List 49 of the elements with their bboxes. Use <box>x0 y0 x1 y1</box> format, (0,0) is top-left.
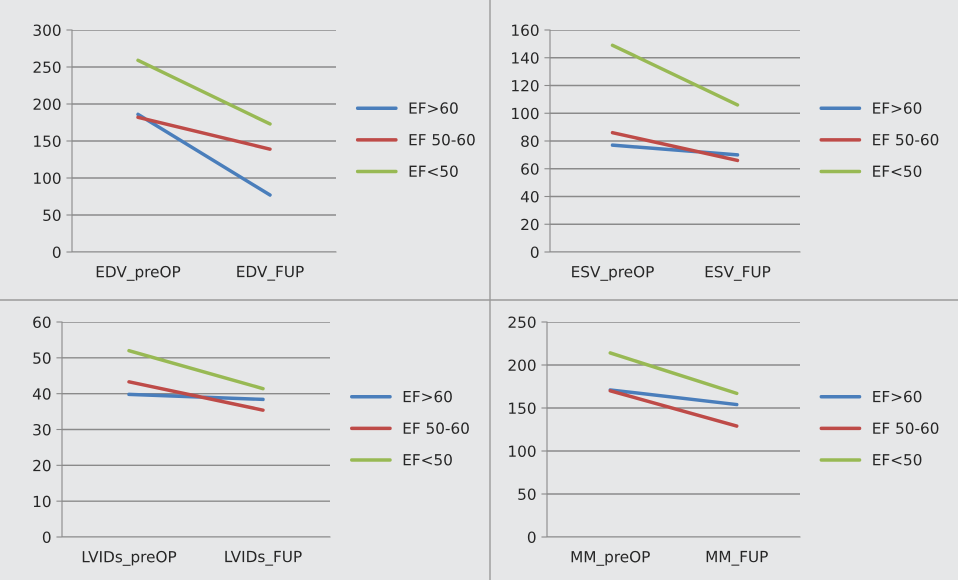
y-tick-label: 250 <box>508 316 536 328</box>
y-tick-label: 40 <box>520 190 539 203</box>
y-tick-label: 50 <box>518 488 536 500</box>
y-tick-label: 40 <box>32 388 51 400</box>
legend-label: EF<50 <box>410 165 458 178</box>
y-tick-label: 0 <box>52 246 61 258</box>
y-tick-label: 50 <box>43 209 61 222</box>
x-tick-label: EDV_preOP <box>96 266 180 281</box>
y-tick-label: 150 <box>509 402 536 414</box>
legend-label: EF>60 <box>404 390 452 402</box>
y-tick-label: 300 <box>34 24 61 36</box>
y-tick-label: 160 <box>512 24 539 36</box>
y-tick-label: 200 <box>508 359 536 372</box>
y-tick-label: 30 <box>33 424 51 436</box>
y-tick-label: 100 <box>509 445 536 458</box>
legend-label: EF>60 <box>410 102 458 114</box>
legend-label: EF>60 <box>873 102 922 114</box>
legend-label: EF<50 <box>873 454 922 466</box>
y-tick-label: 150 <box>34 135 61 148</box>
y-tick-label: 250 <box>34 61 61 74</box>
y-tick-label: 100 <box>512 108 539 120</box>
y-tick-label: 60 <box>33 316 51 328</box>
y-tick-label: 0 <box>528 531 536 544</box>
y-tick-label: 20 <box>521 218 539 230</box>
y-tick-label: 20 <box>33 460 51 472</box>
y-tick-label: 60 <box>521 163 539 175</box>
legend-label: EF 50-60 <box>873 134 938 146</box>
y-tick-label: 0 <box>42 531 51 544</box>
legend-label: EF<50 <box>404 454 452 466</box>
legend-label: EF 50-60 <box>873 422 938 434</box>
x-tick-label: MM_FUP <box>706 550 768 566</box>
x-tick-label: LVIDs_preOP <box>82 550 176 566</box>
y-tick-label: 120 <box>512 80 539 92</box>
legend-label: EF 50-60 <box>404 422 469 434</box>
x-tick-label: MM_preOP <box>572 550 650 566</box>
x-tick-label: LVIDs_FUP <box>225 550 302 566</box>
legend-label: EF 50-60 <box>410 134 475 146</box>
y-tick-label: 80 <box>521 135 539 148</box>
y-tick-label: 0 <box>530 246 539 258</box>
y-tick-label: 50 <box>33 352 51 364</box>
legend-label: EF>60 <box>873 390 922 402</box>
x-tick-label: ESV_FUP <box>706 266 770 281</box>
y-tick-label: 100 <box>34 172 61 184</box>
x-tick-label: ESV_preOP <box>572 266 654 281</box>
y-tick-label: 200 <box>34 98 61 110</box>
legend-label: EF<50 <box>873 165 922 178</box>
y-tick-label: 140 <box>512 52 539 64</box>
y-tick-label: 10 <box>34 496 51 508</box>
x-tick-label: EDV_FUP <box>237 266 304 281</box>
